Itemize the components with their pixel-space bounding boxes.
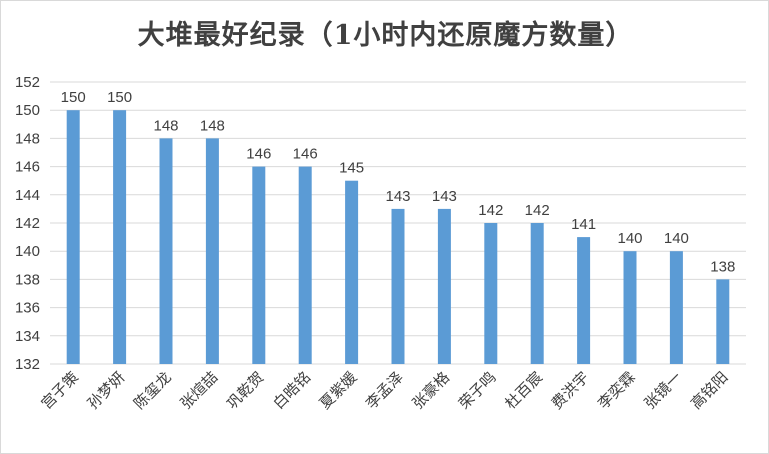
y-tick-label: 148 xyxy=(15,130,40,147)
bar xyxy=(437,208,451,364)
x-tick-label: 夏紫媛 xyxy=(316,368,361,413)
bar xyxy=(66,110,80,364)
x-tick-label: 巩乾贺 xyxy=(223,368,268,413)
bar xyxy=(345,180,359,364)
data-label: 148 xyxy=(153,117,178,134)
y-tick-label: 142 xyxy=(15,215,40,232)
bar xyxy=(298,166,312,364)
bar xyxy=(113,110,127,364)
y-tick-label: 144 xyxy=(15,187,40,204)
chart-title: 大堆最好纪录（1小时内还原魔方数量） xyxy=(137,20,634,51)
data-label: 142 xyxy=(525,202,550,219)
data-label: 150 xyxy=(61,89,86,106)
x-tick-label: 张煊喆 xyxy=(177,368,222,413)
data-label: 150 xyxy=(107,89,132,106)
y-tick-label: 146 xyxy=(15,159,40,176)
data-labels: 150 150 148 148 146 146 145 143 143 142 142 141 140 1… xyxy=(61,89,736,275)
x-tick-label: 陈玺龙 xyxy=(130,368,175,413)
data-label: 143 xyxy=(432,188,457,205)
data-label: 148 xyxy=(200,117,225,134)
bar xyxy=(577,237,591,364)
y-tick-label: 150 xyxy=(15,102,40,119)
data-label: 145 xyxy=(339,160,364,177)
y-tick-label: 152 xyxy=(15,74,40,91)
data-label: 146 xyxy=(293,146,318,163)
bar xyxy=(484,223,498,364)
bars xyxy=(66,110,730,364)
x-tick-label: 白晧铭 xyxy=(269,368,314,413)
x-tick-label: 李奕霖 xyxy=(594,368,639,413)
x-tick-label: 张镜一 xyxy=(641,368,686,413)
data-label: 140 xyxy=(617,230,642,247)
data-label: 143 xyxy=(385,188,410,205)
x-tick-label: 杜百宸 xyxy=(501,368,546,413)
x-tick-label: 荣子鸣 xyxy=(455,368,500,413)
bar xyxy=(252,166,266,364)
x-tick-label: 李孟泽 xyxy=(362,368,407,413)
bar xyxy=(716,279,730,364)
bar xyxy=(205,138,219,364)
y-tick-label: 132 xyxy=(15,356,40,373)
bar xyxy=(623,251,637,364)
x-tick-label: 费洪宇 xyxy=(548,368,593,413)
x-tick-label: 高铭阳 xyxy=(687,368,732,413)
data-label: 142 xyxy=(478,202,503,219)
bar xyxy=(530,223,544,364)
data-label: 141 xyxy=(571,216,596,233)
bar xyxy=(391,208,405,364)
bar xyxy=(669,251,683,364)
x-axis-labels: 宫子策 孙梦妍 陈玺龙 张煊喆 巩乾贺 白晧铭 夏紫媛 李孟泽 张豪格 荣子鸣 杜百宸 费洪宇 李奕霖张… xyxy=(37,368,731,413)
y-tick-label: 136 xyxy=(15,300,40,317)
y-axis: 132 134 136 138 140 142 144 146 148 150 152 xyxy=(15,74,40,373)
x-tick-label: 张豪格 xyxy=(409,368,454,413)
x-tick-label: 宫子策 xyxy=(37,368,82,413)
y-tick-label: 138 xyxy=(15,271,40,288)
data-label: 140 xyxy=(664,230,689,247)
y-tick-label: 134 xyxy=(15,328,40,345)
y-tick-label: 140 xyxy=(15,243,40,260)
data-label: 138 xyxy=(710,258,735,275)
x-tick-label: 孙梦妍 xyxy=(84,368,129,413)
data-label: 146 xyxy=(246,146,271,163)
bar xyxy=(159,138,173,364)
